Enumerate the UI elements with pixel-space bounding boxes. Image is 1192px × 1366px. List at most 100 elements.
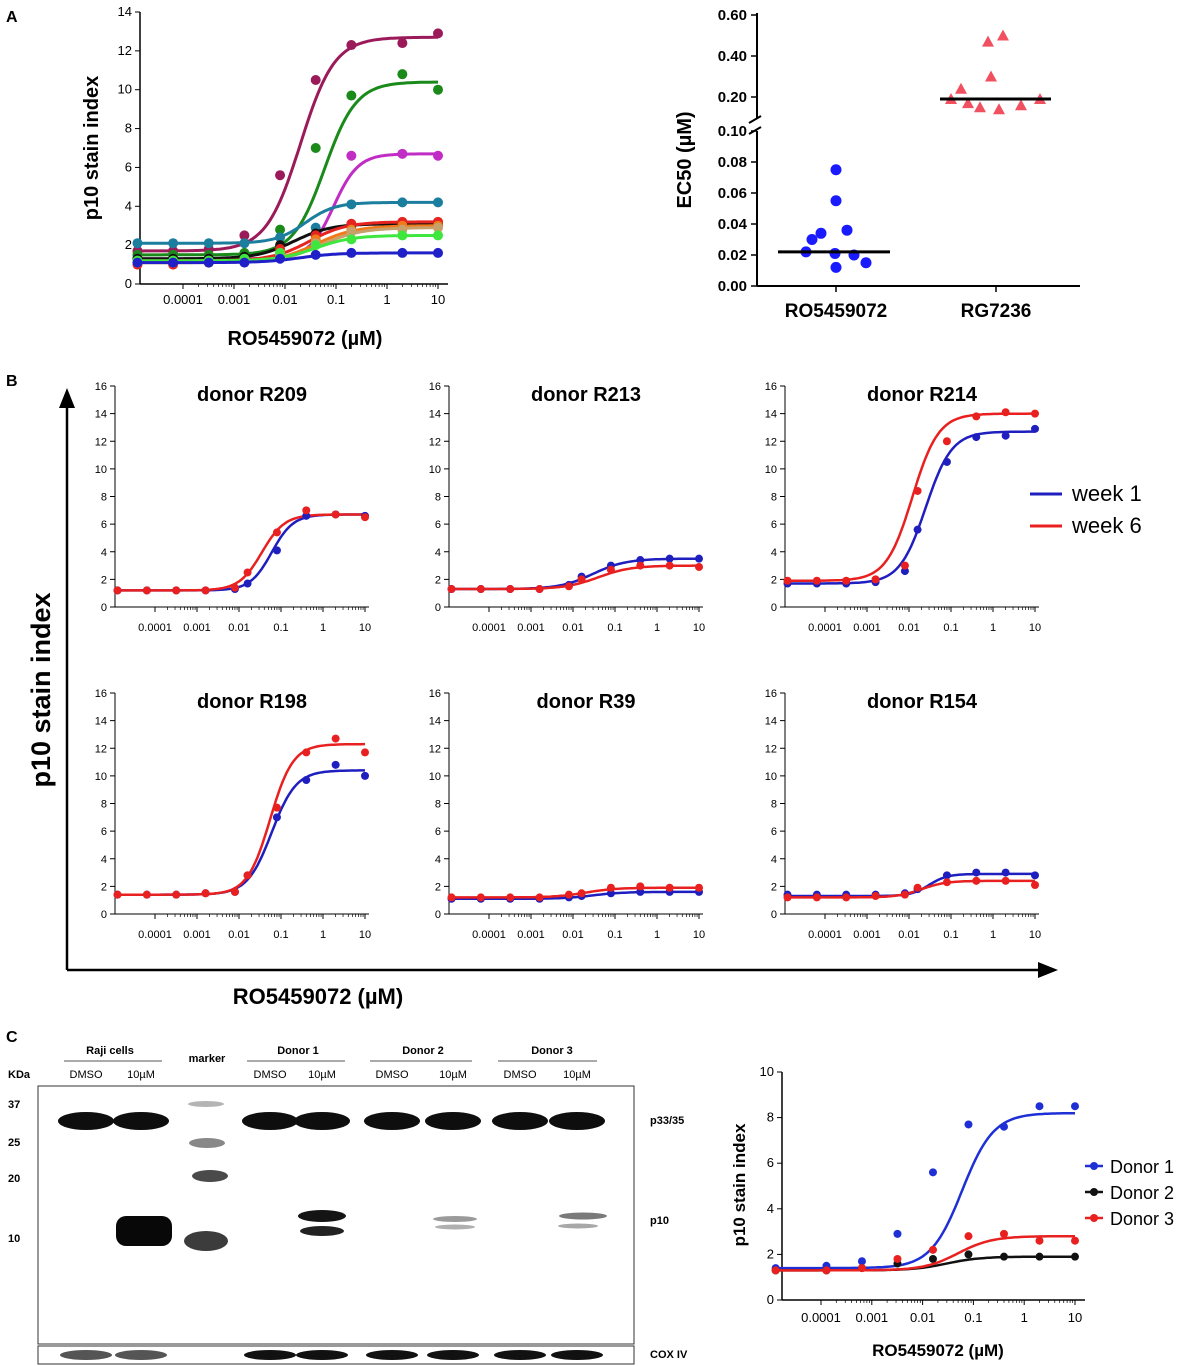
y-tick-label: 8 <box>435 799 441 811</box>
x-tick-label: 1 <box>990 929 996 941</box>
x-tick-label: 10 <box>1068 1310 1082 1325</box>
data-point-donor <box>1071 1102 1079 1111</box>
lane-label: DMSO <box>254 1069 287 1081</box>
data-point-donor <box>999 1122 1008 1131</box>
point-week1 <box>695 554 703 563</box>
point-week6 <box>331 510 340 519</box>
x-tick-label: 0.1 <box>273 929 288 941</box>
point-week6 <box>113 890 122 899</box>
point-week6 <box>506 893 515 902</box>
band-p10 <box>300 1226 344 1236</box>
point-week1 <box>361 771 369 780</box>
data-point-blue <box>132 257 143 268</box>
y-tick-label: 0 <box>125 276 132 291</box>
mw-label: 25 <box>8 1137 20 1149</box>
y-tick-label: 10 <box>765 771 777 783</box>
curve-week6 <box>117 513 365 592</box>
marker-band <box>184 1231 228 1251</box>
legend-marker <box>1090 1162 1098 1170</box>
band-p10 <box>116 1216 172 1246</box>
y-tick-label: 0.40 <box>718 48 747 65</box>
x-tick-label: 10 <box>693 622 705 634</box>
curve-week6 <box>451 564 699 591</box>
data-point-dark-green <box>310 143 321 153</box>
x-tick-label: 0.0001 <box>808 622 842 634</box>
data-point-teal <box>203 238 214 249</box>
subplot-title: donor R213 <box>531 384 641 406</box>
point-week1 <box>665 554 674 563</box>
band-cox-iv <box>60 1350 112 1360</box>
data-point-donor <box>893 1229 902 1238</box>
point-week1 <box>913 525 922 534</box>
data-point-tan <box>433 222 443 233</box>
subplot-title: donor R214 <box>867 384 978 406</box>
y-tick-label: 12 <box>95 436 107 448</box>
point-week6 <box>871 575 880 584</box>
x-tick-label: 0.0001 <box>472 622 506 634</box>
donor-subplot: 0 2 4 6 8 10 12 14 16 0.0001 0.001 0.01 0.1 1 10 donor … <box>429 381 705 634</box>
y-tick-label: 10 <box>760 1064 774 1079</box>
x-tick-label: 0.0001 <box>801 1310 841 1325</box>
data-point-donor <box>893 1254 902 1263</box>
data-point-donor <box>1071 1252 1079 1261</box>
y-tick-label: 6 <box>767 1155 774 1170</box>
point-week6 <box>142 586 151 595</box>
subplot-title: donor R39 <box>537 691 636 713</box>
data-point-donor <box>771 1266 780 1275</box>
data-point-magenta <box>397 148 408 159</box>
y-tick-label: 10 <box>429 771 441 783</box>
legend-marker <box>1090 1214 1098 1222</box>
fit-curve-blue <box>137 251 438 265</box>
point-week1 <box>942 871 951 880</box>
data-point-magenta <box>346 150 357 161</box>
legend-label: Donor 1 <box>1110 1157 1174 1177</box>
data-point-donor <box>822 1266 831 1275</box>
y-tick-label: 4 <box>771 854 777 866</box>
data-point-blue <box>239 257 250 268</box>
x-tick-label: 0.01 <box>562 622 583 634</box>
point-week6 <box>972 412 981 421</box>
y-tick-label: 16 <box>95 688 107 700</box>
data-point-donor <box>964 1232 973 1241</box>
band-p10 <box>433 1216 477 1222</box>
point-week6 <box>201 586 210 595</box>
band-p10 <box>559 1212 607 1220</box>
panel-c-dose-response: 0 2 4 6 8 10 0.0001 0.001 0.01 0.1 1 10 p10 stain in… <box>730 1064 1174 1360</box>
point-week6 <box>812 893 821 902</box>
y-tick-label: 8 <box>435 492 441 504</box>
point-week6 <box>1031 880 1039 889</box>
band-p10 <box>558 1223 598 1229</box>
ec50-point-rg7236 <box>1015 99 1027 111</box>
y-axis-title: p10 stain index <box>81 76 103 221</box>
y-tick-label: 0 <box>101 909 107 921</box>
point-week6 <box>900 561 909 570</box>
point-week6 <box>447 893 456 902</box>
x-tick-label: 0.001 <box>183 622 211 634</box>
marker-band <box>192 1170 228 1182</box>
x-tick-label: 1 <box>990 622 996 634</box>
x-tick-label: 1 <box>320 622 326 634</box>
curve-week1 <box>787 430 1035 585</box>
point-week6 <box>506 585 515 594</box>
data-point-light-green <box>433 230 443 241</box>
band-cox-iv <box>494 1350 546 1360</box>
ec50-point-ro5459072 <box>829 247 841 259</box>
subplot-title: donor R154 <box>867 691 978 713</box>
band-p33-35 <box>294 1112 350 1130</box>
y-tick-label: 10 <box>429 464 441 476</box>
data-point-donor <box>857 1264 866 1273</box>
point-week1 <box>606 889 615 898</box>
fit-curve-maroon <box>137 35 438 253</box>
y-tick-label: 14 <box>429 409 441 421</box>
y-tick-label: 6 <box>771 519 777 531</box>
x-tick-label: 0.0001 <box>472 929 506 941</box>
x-tick-label: 0.001 <box>218 292 251 307</box>
y-tick-label: 0 <box>435 909 441 921</box>
point-week6 <box>201 889 210 898</box>
y-tick-label: 2 <box>771 881 777 893</box>
x-tick-label: 1 <box>1021 1310 1028 1325</box>
y-tick-label: 16 <box>765 688 777 700</box>
x-tick-label: 10 <box>359 622 371 634</box>
lane-label: DMSO <box>504 1069 537 1081</box>
